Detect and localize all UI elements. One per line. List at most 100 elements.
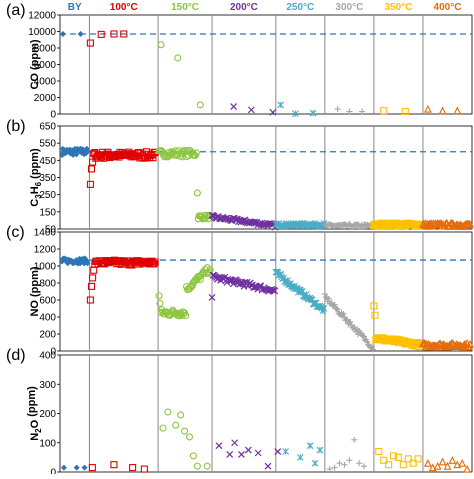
data-point [73,464,80,471]
data-point [282,448,290,455]
y-tick-label: 12000 [28,11,56,22]
data-point [264,462,272,470]
y-tick-label: 200 [39,409,56,420]
y-tick-label: 1000 [34,262,57,273]
panel-label: (a) [6,2,26,19]
y-tick-label: 400 [39,351,56,362]
y-tick-label: 600 [39,296,56,307]
data-point [334,106,341,113]
data-point [389,452,398,460]
data-point [414,455,422,463]
data-point [181,427,189,435]
data-point [244,446,252,454]
data-point [172,421,180,429]
data-point [177,411,185,419]
data-point [208,294,216,301]
data-point [254,449,262,457]
data-point [86,296,94,304]
data-point [417,340,425,348]
y-tick-label: 0 [50,468,56,475]
y-tick-label: 650 [39,122,56,133]
data-point [334,306,341,313]
y-tick-label: 6000 [34,60,57,71]
data-point [309,109,317,117]
plot-frame [59,354,473,473]
plot-frame [59,125,473,230]
data-point [450,221,459,230]
data-point [189,452,197,460]
data-point [238,451,245,458]
data-point [341,461,348,468]
data-point [351,436,358,443]
data-point [193,189,201,197]
data-point [159,424,167,432]
data-point [77,30,84,37]
data-point [385,461,393,469]
data-point [192,149,200,157]
y-tick-label: 400 [39,313,56,324]
data-point [188,282,196,290]
data-point [97,30,105,38]
y-tick-label: 300 [39,380,56,391]
data-point [87,165,96,173]
data-point [453,106,462,115]
data-point [182,311,190,320]
y-tick-label: 50 [45,225,57,236]
y-axis-label: N2O (ppm) [26,386,43,441]
data-point [185,433,194,441]
data-point [231,439,239,447]
data-point [331,464,338,471]
data-point [458,458,467,467]
data-point [110,461,118,469]
y-tick-label: 8000 [34,44,57,55]
temperature-label: BY [68,2,82,13]
data-point [277,101,285,109]
y-axis-label: CO (ppm) [29,39,41,89]
data-point [311,459,319,467]
data-point [90,266,98,274]
y-tick-label: 550 [39,139,56,150]
data-point [356,460,363,467]
y-tick-label: 350 [39,173,56,184]
data-point [81,464,88,471]
temperature-label: 100°C [110,2,138,13]
data-point [466,219,474,228]
data-point [155,292,163,300]
data-point [364,338,371,345]
data-point [443,461,452,470]
data-point [86,180,94,188]
data-point [156,299,164,307]
data-point [84,148,91,155]
data-point [438,106,447,115]
data-point [274,448,282,455]
temperature-label: 250°C [286,2,314,13]
y-tick-label: 800 [39,279,56,290]
data-point [140,465,148,473]
data-point [368,343,375,350]
data-point [438,457,447,466]
data-point [417,222,425,230]
data-point [380,456,388,464]
data-point [463,464,471,473]
y-tick-label: 1200 [34,245,57,256]
y-tick-label: 450 [39,156,56,167]
y-tick-label: 100 [39,438,56,449]
data-point [151,258,159,266]
data-point [423,458,432,467]
data-point [157,41,165,49]
data-point [399,461,407,469]
y-tick-label: 10000 [28,27,56,38]
data-point [394,453,402,461]
temperature-label: 200°C [230,2,258,13]
data-point [448,456,457,464]
panel-label: (d) [6,347,26,364]
data-point [269,108,277,116]
data-point [325,295,332,302]
data-point [370,302,378,310]
plot-frame [59,14,473,115]
data-point [380,107,388,115]
data-point [193,462,201,470]
data-point [89,274,97,282]
data-point [292,110,299,117]
y-tick-label: 150 [39,207,56,218]
